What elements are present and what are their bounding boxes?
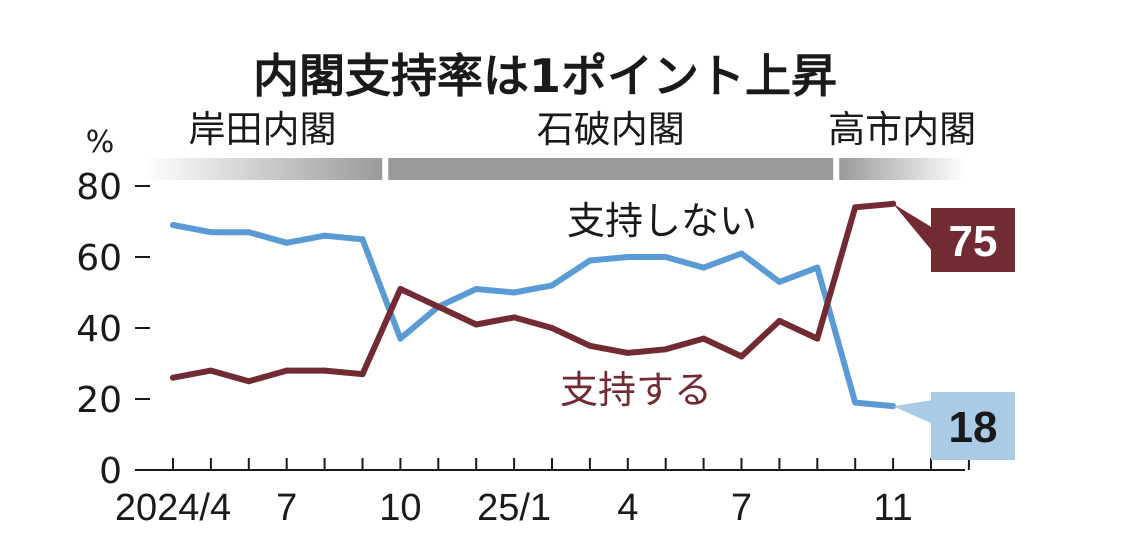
data-point-disapprove-5 xyxy=(359,236,366,243)
chart-title: 内閣支持率は1ポイント上昇 xyxy=(253,49,837,103)
data-point-disapprove-17 xyxy=(814,264,821,271)
cabinet-bands: 岸田内閣 石破内閣 高市内閣 xyxy=(142,108,976,180)
data-point-approve-12 xyxy=(624,349,631,356)
data-point-approve-16 xyxy=(776,317,783,324)
data-point-approve-6 xyxy=(397,285,404,292)
x-tick-label-7-1: 7 xyxy=(276,487,297,529)
y-tick-label-80: 80 xyxy=(76,167,122,208)
data-point-disapprove-10 xyxy=(549,282,555,289)
cabinet-label-2: 高市内閣 xyxy=(828,108,976,151)
data-point-approve-5 xyxy=(359,371,366,378)
series-line-disapprove xyxy=(170,222,897,410)
x-tick-label-7-5: 7 xyxy=(731,487,752,529)
axes: 0 20 40 60 80 2024/4 7 10 25/1 4 7 11 xyxy=(76,167,970,529)
series-label-disapprove: 支持しない xyxy=(567,199,757,243)
y-tick-label-20: 20 xyxy=(76,380,122,421)
data-point-disapprove-16 xyxy=(776,278,783,285)
data-point-disapprove-14 xyxy=(700,264,707,271)
x-tick-label-11-6: 11 xyxy=(873,487,912,529)
data-point-disapprove-4 xyxy=(321,232,328,239)
data-point-disapprove-8 xyxy=(473,285,480,292)
data-point-disapprove-15 xyxy=(738,250,745,257)
data-point-disapprove-11 xyxy=(586,257,593,264)
y-tick-label-60: 60 xyxy=(76,238,122,279)
end-value-label-disapprove: 18 xyxy=(949,403,998,452)
data-point-approve-2 xyxy=(245,378,252,385)
x-tick-label-4-4: 4 xyxy=(617,487,638,529)
data-point-approve-4 xyxy=(321,367,328,374)
data-point-approve-18 xyxy=(852,204,859,211)
end-value-label-approve: 75 xyxy=(949,217,998,266)
x-tick-label-25-1-3: 25/1 xyxy=(477,487,551,529)
data-point-approve-7 xyxy=(435,303,442,310)
data-point-approve-17 xyxy=(814,335,821,342)
data-point-disapprove-9 xyxy=(511,289,518,296)
cabinet-label-0: 岸田内閣 xyxy=(188,108,336,151)
series-lines xyxy=(170,200,897,410)
series-line-approve xyxy=(170,200,897,385)
data-point-disapprove-2 xyxy=(245,229,252,236)
data-point-approve-9 xyxy=(511,314,518,321)
x-tick-label-2024-4-0: 2024/4 xyxy=(115,487,231,529)
cabinet-band-1 xyxy=(388,158,834,180)
data-point-approve-15 xyxy=(738,353,745,360)
data-point-disapprove-1 xyxy=(207,229,214,236)
data-point-disapprove-18 xyxy=(852,399,859,406)
data-point-approve-14 xyxy=(700,335,707,342)
cabinet-band-0 xyxy=(142,158,383,180)
x-tick-label-10-2: 10 xyxy=(379,487,421,529)
end-callout-pointer-approve xyxy=(893,203,933,252)
data-point-approve-0 xyxy=(170,374,176,381)
cabinet-band-2 xyxy=(839,158,966,180)
data-point-disapprove-3 xyxy=(283,239,290,246)
data-point-approve-8 xyxy=(473,321,480,328)
y-tick-label-0: 0 xyxy=(99,451,122,492)
data-point-approve-10 xyxy=(549,325,555,331)
data-point-approve-13 xyxy=(662,346,669,353)
end-callout-box-approve xyxy=(931,208,1015,272)
data-point-disapprove-13 xyxy=(662,254,669,260)
series-label-approve: 支持する xyxy=(560,368,712,412)
cabinet-label-1: 石破内閣 xyxy=(537,108,685,151)
y-unit-label: % xyxy=(86,125,115,160)
end-callout-pointer-disapprove xyxy=(893,400,933,424)
end-callout-box-disapprove xyxy=(931,392,1015,460)
series-labels: 支持しない 18 支持する 75 xyxy=(560,199,1015,460)
data-point-disapprove-0 xyxy=(170,222,176,229)
data-point-approve-3 xyxy=(283,367,290,374)
y-tick-label-40: 40 xyxy=(76,309,122,350)
data-point-approve-11 xyxy=(586,342,593,349)
data-point-disapprove-6 xyxy=(397,335,404,342)
data-point-approve-1 xyxy=(207,367,214,374)
data-point-disapprove-12 xyxy=(624,254,631,260)
